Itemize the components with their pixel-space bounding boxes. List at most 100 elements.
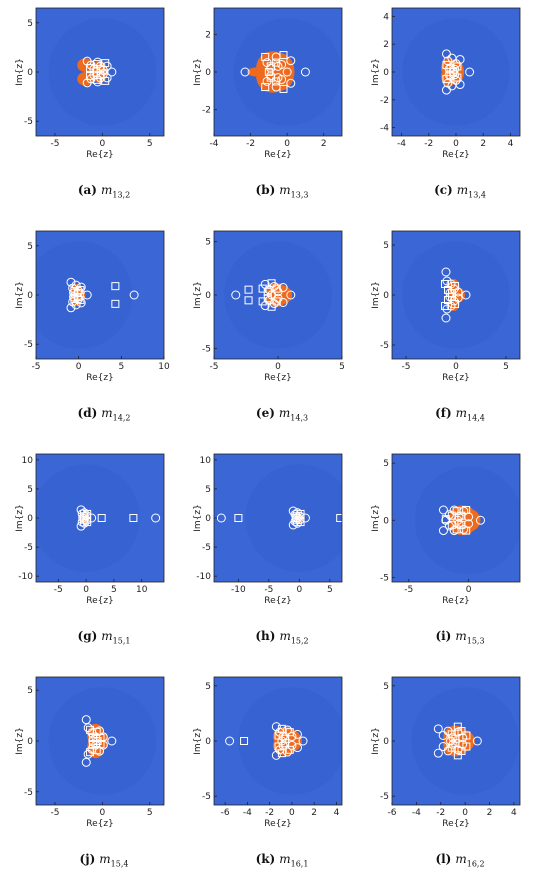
subfigure-symbol: m14,4: [455, 406, 485, 423]
x-tick-label: 4: [511, 808, 517, 818]
subfigure-subscript: 15,3: [466, 636, 485, 646]
plot-svg: -5 0 5 10 -10 -5 0 5 10 Re{z} Im{z}: [15, 453, 165, 606]
circle-marker: [264, 285, 274, 295]
y-axis-label: Im{z}: [371, 281, 381, 309]
circle-marker: [443, 746, 453, 756]
x-tick-label: 5: [327, 585, 333, 595]
y-tick-label: 0: [383, 516, 389, 526]
x-tick-label: -10: [231, 585, 246, 595]
chart-panel: -5 0 5 -5 0 5 Re{z} Im{z} (f) m14,4: [371, 230, 540, 427]
x-tick-label: -4: [397, 139, 406, 149]
circle-marker: [438, 526, 448, 536]
y-axis-label: Im{z}: [371, 58, 381, 86]
circle-marker: [446, 301, 456, 311]
x-tick-label: 0: [275, 362, 281, 372]
y-tick-label: -5: [202, 543, 211, 553]
circle-marker: [300, 513, 310, 523]
subfigure-symbol: m13,4: [456, 183, 486, 200]
subfigure-caption: (i) m15,3: [380, 629, 540, 645]
x-axis-label: Re{z}: [442, 819, 470, 829]
circle-marker: [102, 73, 112, 83]
square-marker: [111, 299, 120, 308]
chart-panel: -5 0 -5 0 5 Re{z} Im{z} (i) m15,3: [371, 453, 540, 650]
circle-marker: [446, 736, 456, 746]
y-axis-label: Im{z}: [193, 727, 203, 755]
x-tick-label: -5: [54, 585, 63, 595]
circle-marker: [129, 290, 139, 300]
subfigure-symbol: m15,1: [101, 629, 131, 646]
subfigure-symbol: m13,2: [100, 183, 131, 200]
y-tick-label: -5: [202, 344, 211, 354]
subfigure-subscript: 16,1: [290, 859, 309, 869]
y-tick-label: 0: [27, 514, 33, 524]
y-tick-label: 0: [27, 291, 33, 301]
x-tick-label: 2: [480, 139, 486, 149]
y-tick-label: -5: [380, 792, 389, 802]
subfigure-label: (b): [255, 183, 276, 197]
x-tick-label: 0: [83, 585, 89, 595]
square-marker: [97, 514, 106, 522]
square-marker: [285, 728, 294, 737]
axes-frame: [391, 453, 521, 583]
circle-marker: [441, 267, 451, 277]
y-tick-label: -10: [196, 572, 211, 582]
y-tick-label: 0: [27, 68, 33, 78]
chart-panel: -5 0 5 10 -5 0 5 Re{z} Im{z} (d) m14,2: [15, 230, 184, 427]
x-axis-label: Re{z}: [86, 819, 114, 829]
y-tick-label: -10: [18, 572, 33, 582]
x-axis-label: Re{z}: [442, 373, 470, 383]
circle-marker: [240, 67, 250, 77]
x-axis-label: Re{z}: [264, 373, 292, 383]
circle-marker: [458, 739, 468, 749]
x-tick-label: 10: [136, 585, 148, 595]
orange-region: [271, 285, 293, 305]
subfigure-caption: (b) m13,3: [202, 183, 362, 199]
circle-marker: [292, 729, 302, 739]
x-tick-label: 0: [100, 139, 106, 149]
subfigure-caption: (f) m14,4: [380, 406, 540, 422]
square-marker: [111, 282, 120, 291]
plot-svg: -5 0 5 -5 0 5 Re{z} Im{z}: [371, 230, 521, 383]
y-tick-label: -5: [24, 788, 33, 798]
circle-marker: [441, 515, 451, 525]
circle-marker: [66, 277, 76, 287]
x-tick-label: 4: [334, 808, 340, 818]
subfigure-label: (i): [435, 629, 452, 643]
circle-marker: [102, 61, 112, 71]
x-tick-label: -6: [388, 808, 397, 818]
subfigure-subscript: 13,3: [290, 190, 309, 200]
x-axis-label: Re{z}: [264, 819, 292, 829]
y-axis-label: Im{z}: [371, 504, 381, 532]
chart-panel: -5 0 5 10 -10 -5 0 5 10 Re{z} Im{z} (g) m15,1: [15, 453, 184, 650]
orange-region: [246, 67, 269, 77]
circle-marker: [459, 524, 469, 534]
circle-marker: [445, 288, 455, 298]
plot-svg: -5 0 5 10 -5 0 5 Re{z} Im{z}: [15, 230, 170, 383]
x-axis-label: Re{z}: [264, 150, 292, 160]
circle-marker: [449, 526, 459, 536]
square-marker: [261, 52, 270, 61]
subfigure-caption: (h) m15,2: [202, 629, 362, 645]
y-tick-label: 2: [383, 40, 389, 50]
circle-marker: [231, 290, 241, 300]
subfigure-label: (a): [77, 183, 97, 197]
chart-panel: -10 -5 0 5 -10 -5 0 5 10 Re{z} Im{z} (h) m15,2: [193, 453, 362, 650]
plot-svg: -5 0 5 -5 0 5 Re{z} Im{z}: [193, 230, 345, 383]
x-tick-label: 0: [100, 808, 106, 818]
circle-marker: [107, 67, 117, 77]
circle-marker: [438, 505, 448, 515]
y-tick-label: 5: [27, 686, 33, 696]
y-tick-label: 0: [205, 68, 211, 78]
y-tick-label: 5: [27, 485, 33, 495]
circle-marker: [450, 64, 460, 74]
y-tick-label: 0: [383, 291, 389, 301]
subfigure-symbol: m16,2: [455, 852, 485, 869]
circle-marker: [271, 82, 281, 92]
x-tick-label: -5: [402, 362, 411, 372]
circle-marker: [433, 724, 443, 734]
circle-marker: [267, 290, 277, 300]
x-tick-label: 10: [158, 362, 170, 372]
subfigure-caption: (e) m14,3: [202, 406, 362, 422]
y-tick-label: 5: [383, 241, 389, 251]
